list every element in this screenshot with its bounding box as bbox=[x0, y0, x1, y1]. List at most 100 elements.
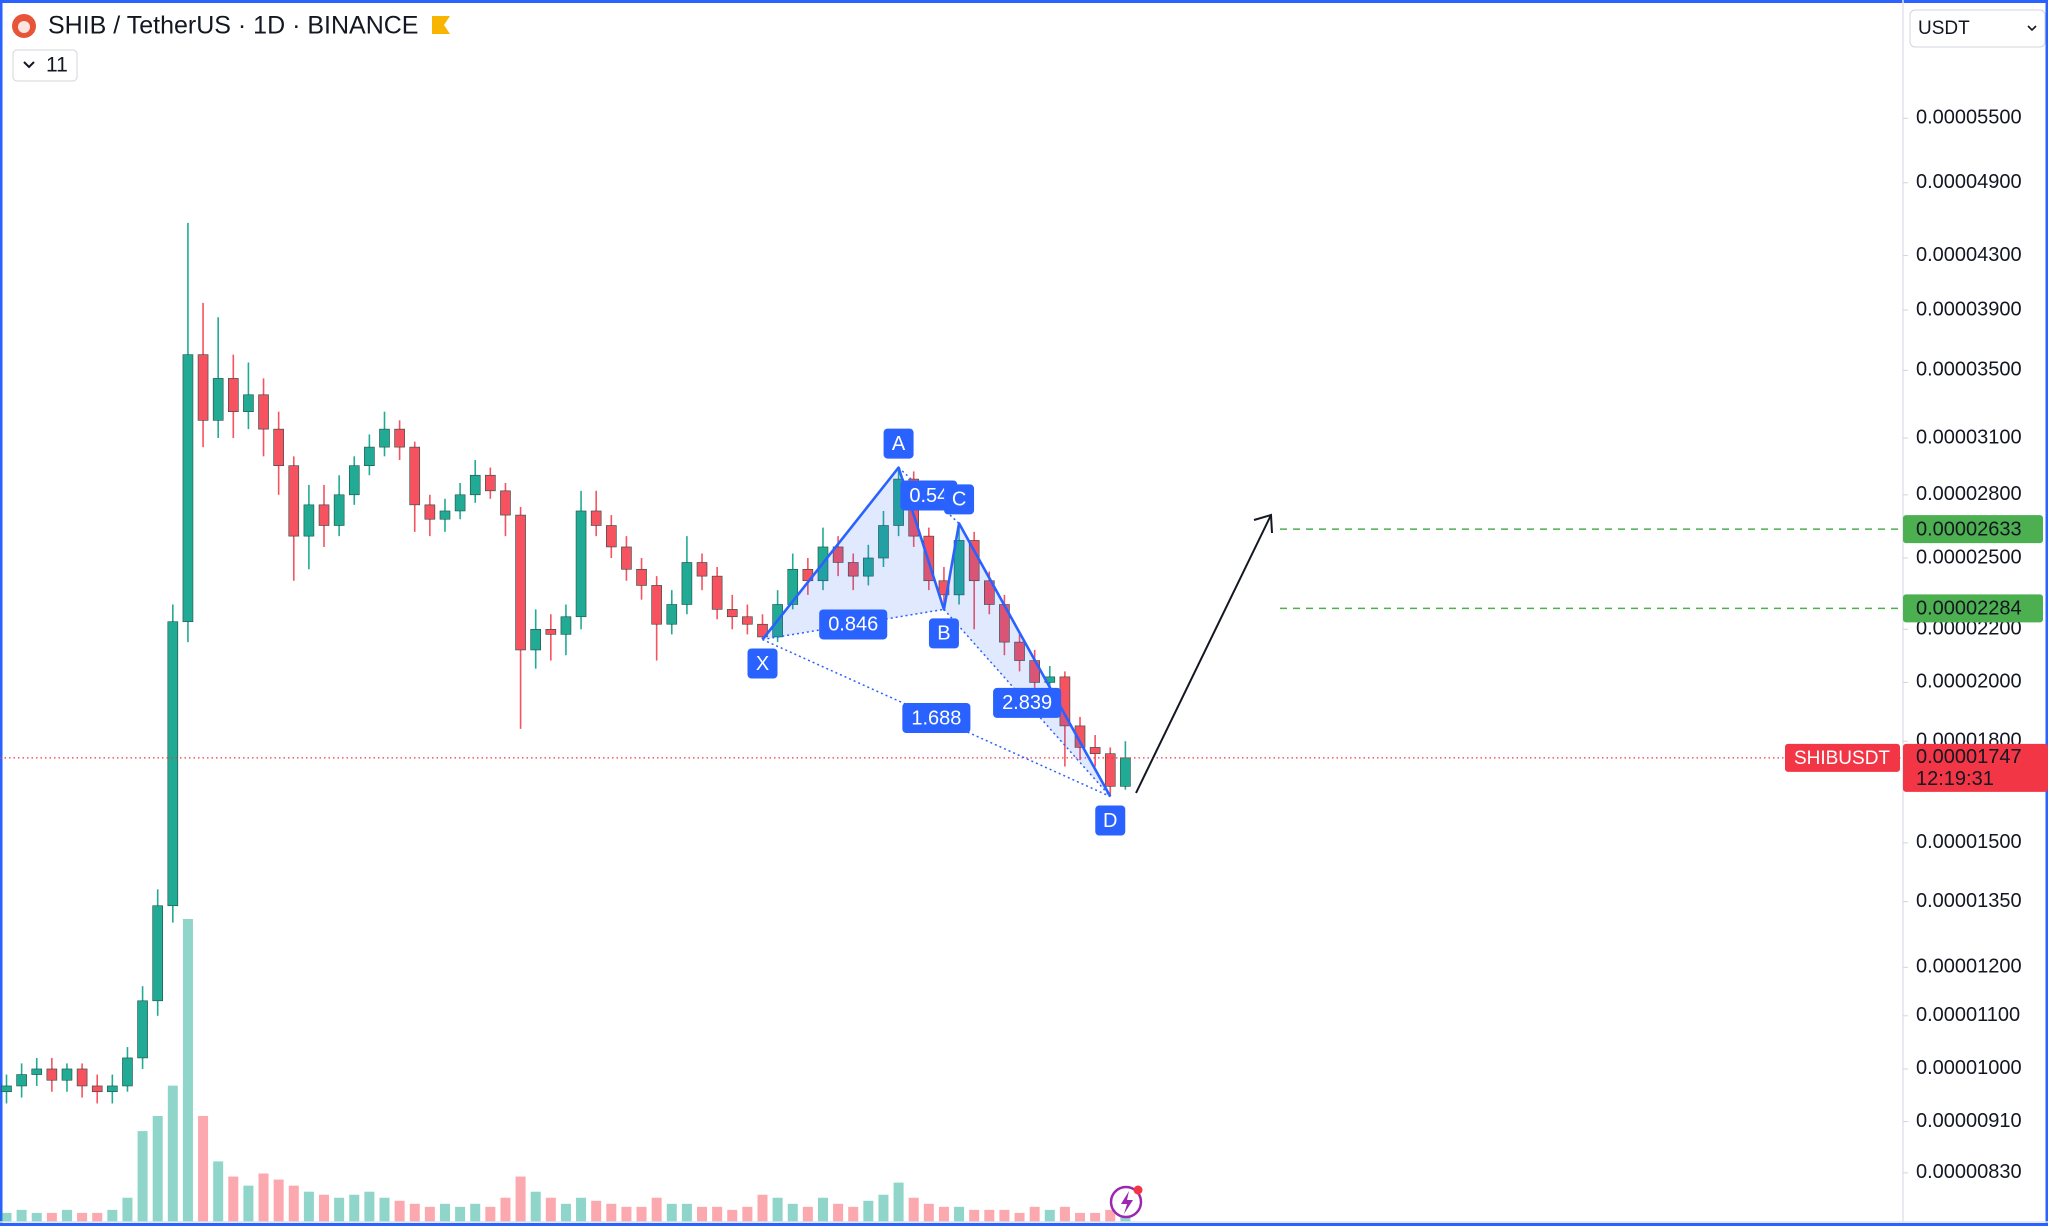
candle-body bbox=[590, 510, 602, 526]
candle-body bbox=[182, 354, 194, 623]
volume-bar bbox=[500, 1197, 511, 1222]
target-price-box bbox=[1903, 515, 2043, 544]
volume-bar bbox=[61, 1209, 72, 1222]
replay-icon[interactable] bbox=[1109, 1185, 1143, 1219]
volume-bar bbox=[334, 1197, 345, 1222]
y-tick-label: 0.00003900 bbox=[1916, 298, 2022, 320]
y-tick-label: 0.00004900 bbox=[1916, 171, 2022, 193]
last-price-box bbox=[1903, 743, 2048, 792]
volume-bar bbox=[606, 1203, 617, 1222]
pattern-ratio-box bbox=[902, 703, 971, 734]
pattern-fill bbox=[762, 467, 944, 640]
volume-bar bbox=[1120, 1215, 1131, 1222]
volume-bar bbox=[742, 1206, 753, 1222]
candle-body bbox=[197, 354, 209, 421]
pattern-legs bbox=[761, 466, 1112, 798]
volume-bar bbox=[833, 1203, 844, 1222]
volume-bar bbox=[1059, 1206, 1070, 1222]
volume-bar bbox=[31, 1212, 42, 1222]
symbol-title[interactable]: SHIB / TetherUS · 1D · BINANCE bbox=[48, 12, 418, 40]
pattern-ratio-box bbox=[900, 480, 958, 511]
candle-body bbox=[500, 490, 511, 516]
select-chevron bbox=[2027, 25, 2037, 32]
volume-bar bbox=[258, 1173, 269, 1222]
candle-body bbox=[243, 394, 254, 412]
candle-body bbox=[1074, 725, 1086, 748]
flag-icon[interactable] bbox=[432, 16, 450, 34]
candle-body bbox=[348, 465, 360, 496]
candle-body bbox=[167, 621, 179, 907]
candle-body bbox=[742, 616, 753, 625]
price-axis: 0.00005500 0.00004900 0.00004300 0.00003900… bbox=[1903, 107, 2048, 1183]
candle-body bbox=[1120, 757, 1131, 787]
volume-bar bbox=[394, 1200, 405, 1222]
candle-body bbox=[696, 562, 708, 577]
volume-bar bbox=[424, 1206, 435, 1222]
volume-bar bbox=[273, 1179, 284, 1222]
y-tick-label: 0.00003100 bbox=[1916, 426, 2022, 448]
candle-body bbox=[288, 465, 300, 537]
candle-body bbox=[152, 905, 163, 1002]
volume-bar bbox=[1014, 1212, 1025, 1222]
currency-select[interactable] bbox=[1909, 9, 2046, 48]
volume-bar bbox=[757, 1194, 768, 1222]
volume-bar bbox=[545, 1197, 556, 1222]
overlay: SHIBUSDT 0.846 0.54 2.839 1.688 X A B C D bbox=[747, 428, 1900, 836]
candle-body bbox=[726, 609, 738, 618]
pattern-ratio: 0.54 bbox=[909, 485, 948, 507]
indicators-toggle[interactable] bbox=[12, 49, 78, 82]
symbol-label: SHIBUSDT bbox=[1794, 748, 1890, 769]
candle-body bbox=[122, 1057, 133, 1087]
candle-body bbox=[91, 1085, 103, 1093]
volume-bar bbox=[802, 1206, 813, 1222]
volume-bar bbox=[651, 1197, 662, 1222]
pattern-point-label: B bbox=[937, 623, 950, 645]
y-tick-label: 0.00002800 bbox=[1916, 483, 2022, 505]
volume-bar bbox=[228, 1176, 239, 1222]
volume-bar bbox=[1, 1212, 12, 1222]
volume-bar bbox=[46, 1212, 57, 1222]
volume-bar bbox=[1044, 1209, 1055, 1222]
pattern-ratio: 1.688 bbox=[911, 707, 961, 729]
volume-bar bbox=[152, 1115, 163, 1222]
indicator-count: 11 bbox=[46, 54, 68, 77]
candle-body bbox=[983, 580, 995, 605]
candle-body bbox=[228, 378, 239, 412]
volume-bar bbox=[576, 1197, 587, 1222]
volume-bar bbox=[591, 1200, 602, 1222]
pattern-point-label: A bbox=[892, 433, 906, 455]
candle-body bbox=[575, 510, 587, 618]
volume-bar bbox=[198, 1115, 209, 1222]
y-tick-label: 0.00002200 bbox=[1916, 618, 2022, 640]
volume-bar bbox=[243, 1185, 254, 1222]
candle-body bbox=[515, 514, 526, 651]
candle-body bbox=[318, 504, 330, 526]
harmonic-pattern: 0.846 0.54 2.839 1.688 X A B C D bbox=[747, 428, 1126, 836]
volume-bar bbox=[878, 1194, 889, 1222]
pattern-point-box bbox=[747, 648, 778, 679]
volume-bar bbox=[137, 1131, 148, 1222]
volume-bar bbox=[787, 1203, 798, 1222]
candle-body bbox=[757, 623, 768, 638]
currency-label: USDT bbox=[1918, 18, 1970, 39]
candle-body bbox=[16, 1074, 27, 1087]
y-tick-label: 0.00000830 bbox=[1916, 1161, 2022, 1183]
candle-body bbox=[485, 474, 496, 492]
candle-body bbox=[847, 562, 859, 577]
candle-body bbox=[666, 604, 678, 625]
volume-bar bbox=[470, 1203, 481, 1222]
y-tick-label: 0.00001200 bbox=[1916, 956, 2022, 978]
volume-bar bbox=[893, 1182, 904, 1222]
candle-body bbox=[787, 568, 799, 605]
target-price-label: 0.00002284 bbox=[1916, 598, 2022, 620]
target-price-label: 0.00002633 bbox=[1916, 518, 2022, 540]
pattern-ratio: 0.846 bbox=[828, 614, 878, 636]
symbol-box bbox=[1785, 743, 1900, 772]
candle-body bbox=[31, 1068, 43, 1075]
volume-bar bbox=[167, 1085, 178, 1222]
candle-body bbox=[1104, 753, 1116, 787]
volume-bar bbox=[1105, 1209, 1116, 1222]
volume-bar bbox=[16, 1209, 27, 1222]
candle-body bbox=[454, 494, 466, 512]
